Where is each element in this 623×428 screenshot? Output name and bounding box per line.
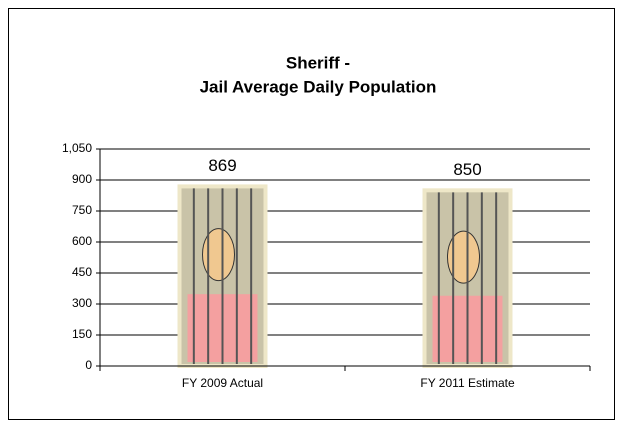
y-tick-label: 900 bbox=[72, 172, 92, 186]
x-tick-label: FY 2009 Actual bbox=[182, 376, 263, 390]
chart-title: Sheriff - bbox=[286, 53, 350, 72]
y-tick-label: 1,050 bbox=[62, 141, 92, 155]
x-tick-label: FY 2011 Estimate bbox=[420, 376, 515, 390]
data-label: 850 bbox=[453, 160, 481, 179]
y-tick-label: 600 bbox=[72, 234, 92, 248]
chart-border bbox=[8, 8, 615, 420]
chart-title: Jail Average Daily Population bbox=[200, 77, 437, 96]
prisoner-head bbox=[202, 228, 235, 282]
y-tick-label: 450 bbox=[72, 265, 92, 279]
prisoner-head bbox=[447, 230, 480, 284]
y-tick-label: 750 bbox=[72, 203, 92, 217]
y-tick-label: 0 bbox=[85, 358, 92, 372]
y-tick-label: 300 bbox=[72, 296, 92, 310]
data-label: 869 bbox=[208, 156, 236, 175]
y-tick-label: 150 bbox=[72, 327, 92, 341]
